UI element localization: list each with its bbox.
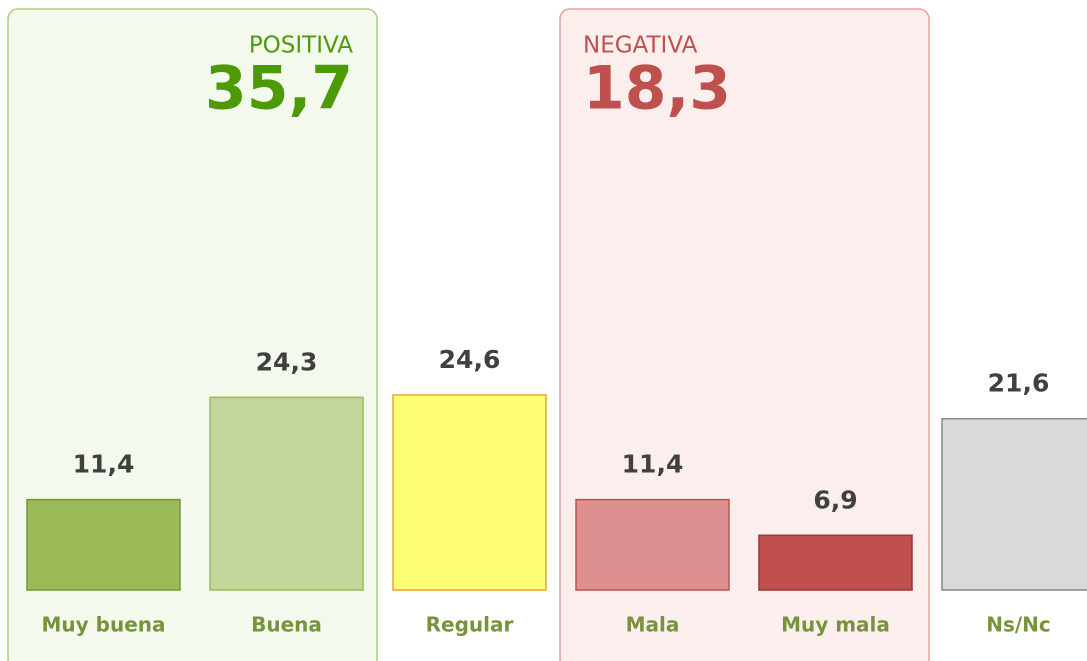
value-label: 6,9 xyxy=(813,485,857,514)
group-label: NEGATIVA xyxy=(583,33,698,59)
value-label: 11,4 xyxy=(622,450,684,479)
group-total: 35,7 xyxy=(205,54,353,124)
value-label: 21,6 xyxy=(988,369,1050,398)
category-label: Muy mala xyxy=(781,613,890,637)
value-label: 24,3 xyxy=(256,347,318,376)
value-label: 24,6 xyxy=(439,345,501,374)
category-label: Regular xyxy=(426,613,514,637)
bar xyxy=(26,498,181,591)
category-label: Ns/Nc xyxy=(986,613,1051,637)
category-label: Buena xyxy=(251,613,322,637)
category-label: Mala xyxy=(626,613,680,637)
group-total: 18,3 xyxy=(583,54,731,124)
bar xyxy=(392,394,547,591)
bar xyxy=(758,534,913,591)
bar xyxy=(209,396,364,591)
bar xyxy=(941,417,1087,591)
group-label: POSITIVA xyxy=(249,33,353,59)
group-box xyxy=(559,8,930,661)
category-label: Muy buena xyxy=(42,613,166,637)
value-label: 11,4 xyxy=(73,450,135,479)
bar xyxy=(575,498,730,591)
